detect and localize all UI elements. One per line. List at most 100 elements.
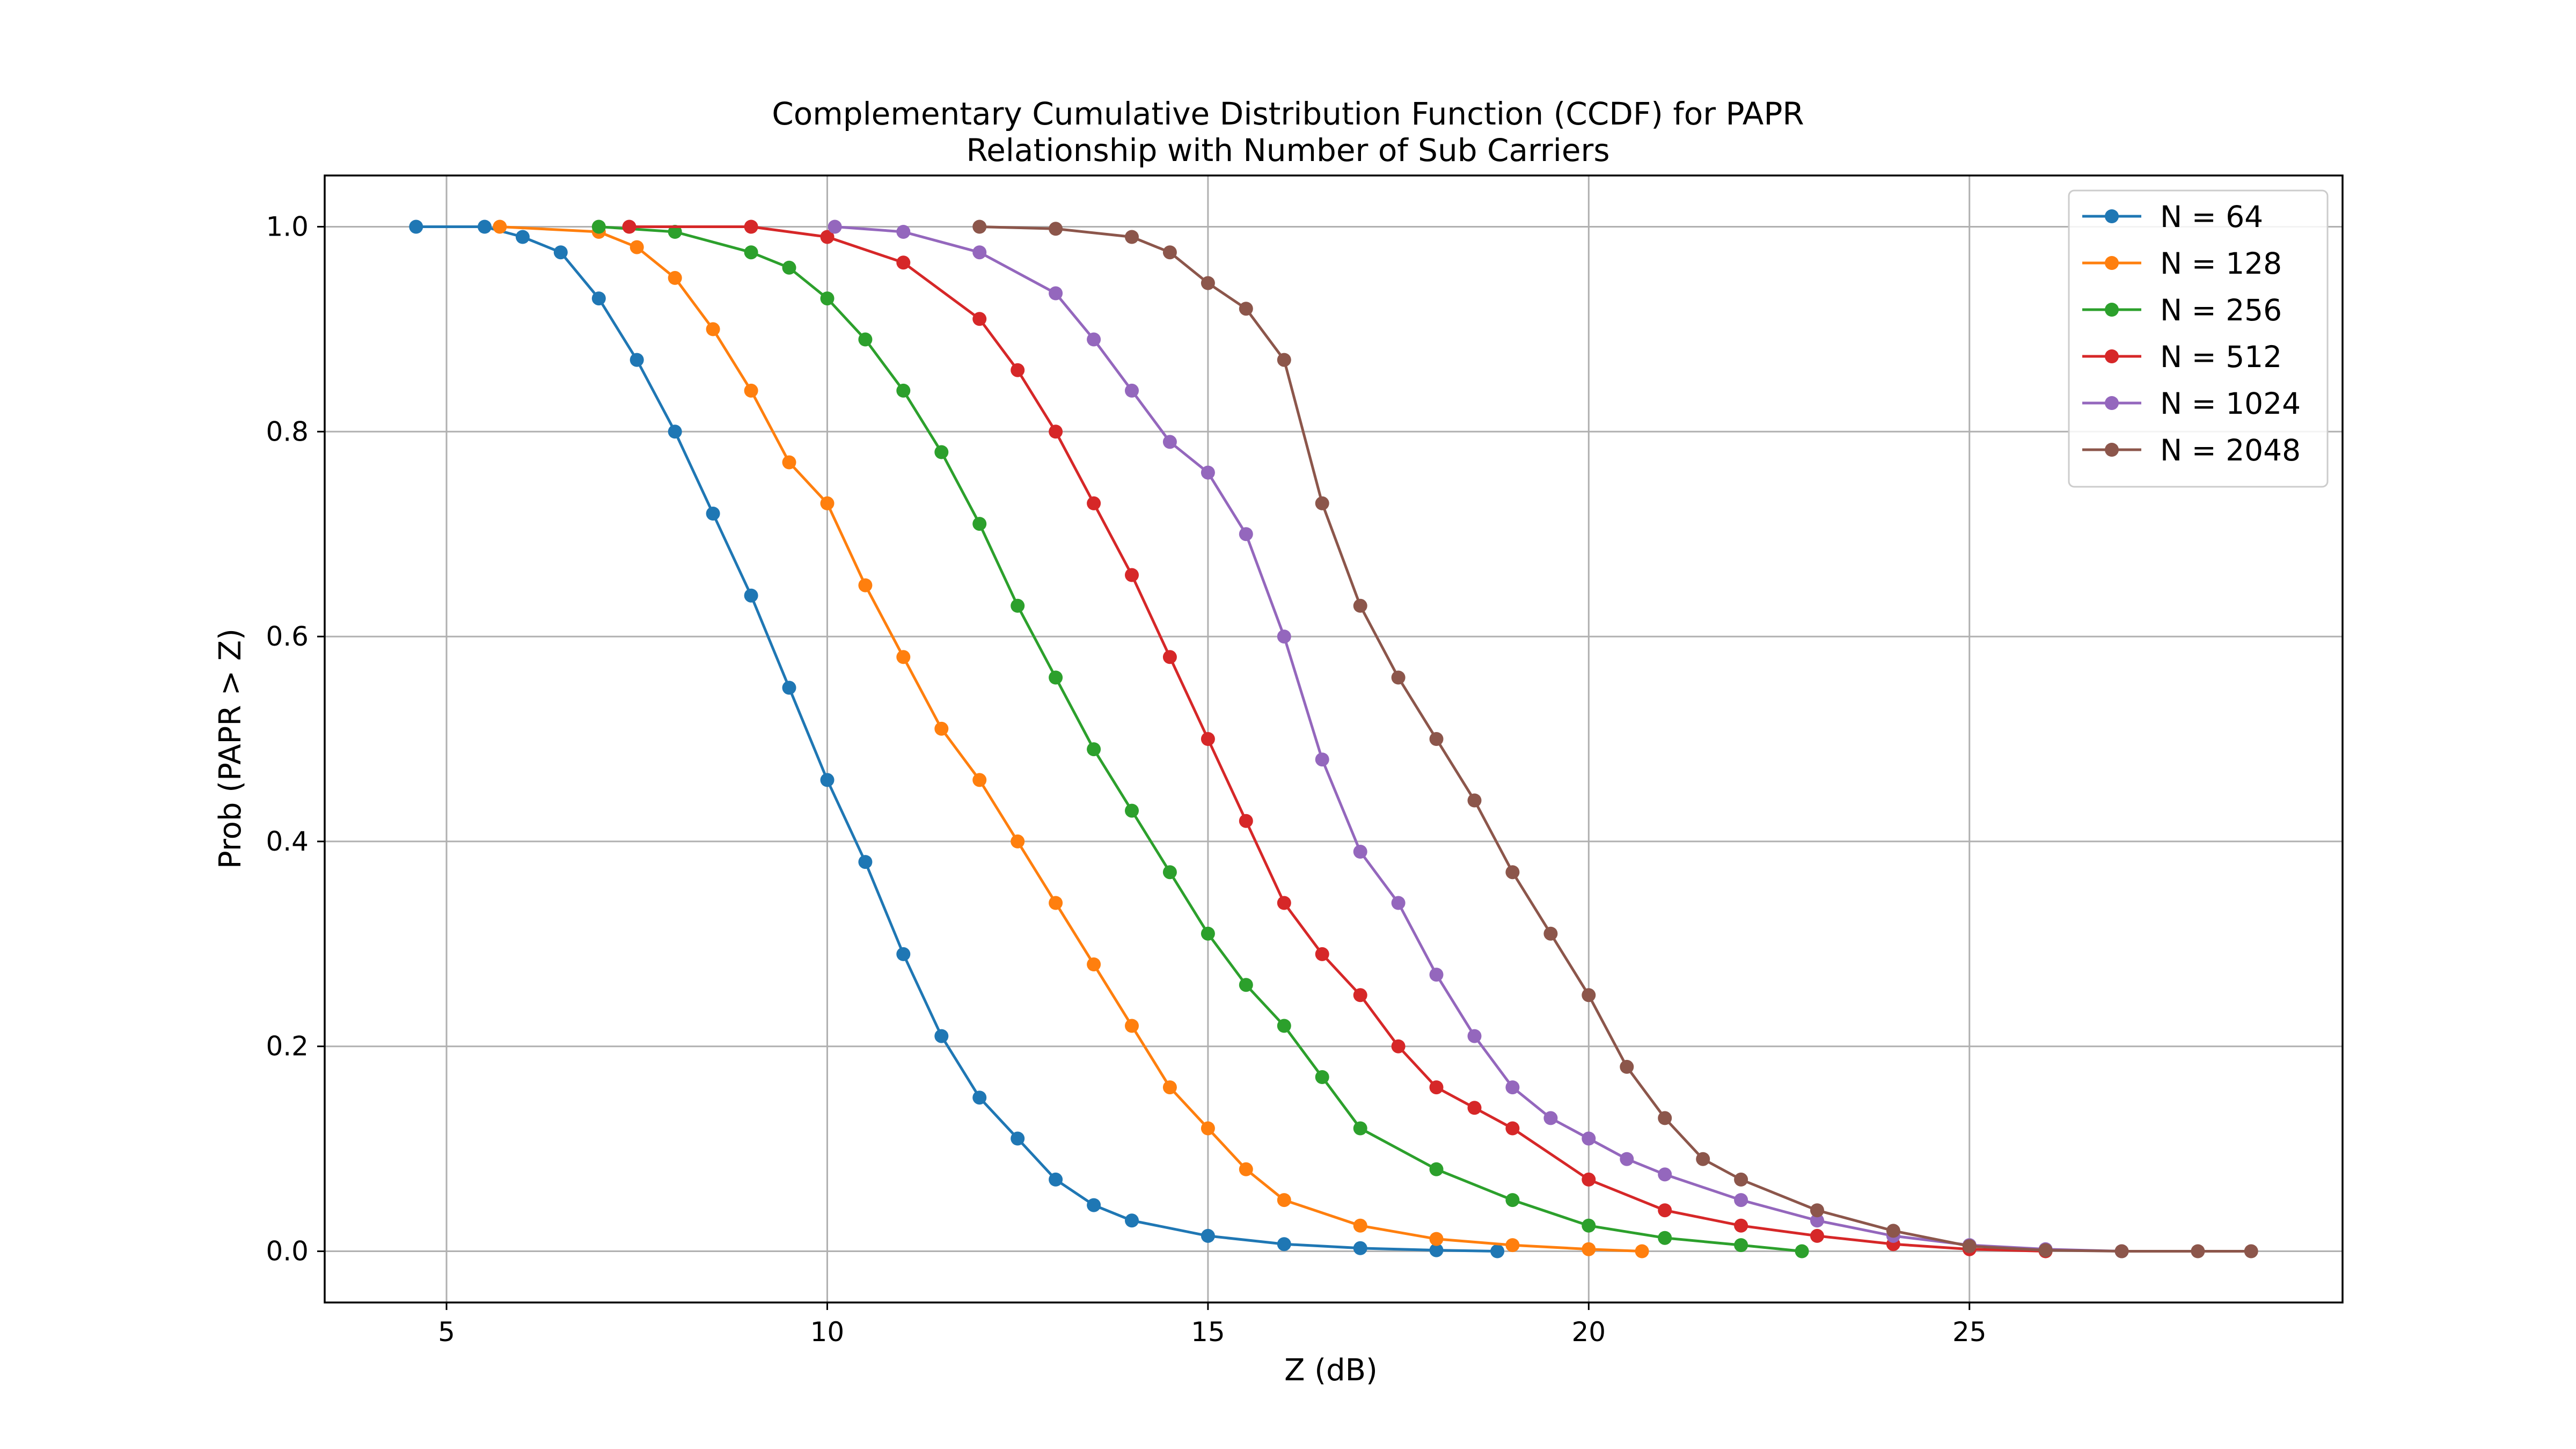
data-point (1429, 1232, 1444, 1246)
data-point (744, 588, 758, 603)
data-point (1696, 1152, 1710, 1166)
data-point (782, 260, 796, 275)
data-point (1277, 1237, 1291, 1252)
data-point (782, 455, 796, 470)
data-point (972, 773, 987, 787)
data-point (478, 219, 492, 234)
data-point (1353, 1121, 1367, 1136)
data-point (1049, 1172, 1063, 1187)
data-point (1886, 1224, 1900, 1238)
data-point (706, 507, 720, 521)
chart-title: Complementary Cumulative Distribution Fu… (772, 96, 1804, 132)
data-point (1490, 1244, 1505, 1258)
legend-item: N = 1024 (2082, 386, 2301, 421)
data-point (1239, 527, 1253, 541)
data-point (972, 312, 987, 326)
data-point (1582, 1242, 1596, 1256)
data-point (1277, 630, 1291, 644)
data-point (1467, 1101, 1482, 1115)
data-point (1391, 896, 1406, 910)
data-point (1810, 1228, 1824, 1243)
data-point (1239, 1162, 1253, 1176)
data-point (1582, 1131, 1596, 1146)
data-point (1201, 465, 1215, 480)
series-1 (409, 219, 1505, 1258)
legend-box (2068, 189, 2329, 488)
data-point (1315, 496, 1329, 510)
series-line (416, 225, 1498, 1253)
data-point (1162, 245, 1177, 260)
data-point (1582, 1172, 1596, 1187)
series-2 (493, 219, 1649, 1258)
data-point (1353, 598, 1367, 613)
data-point (896, 947, 911, 961)
x-tick-label: 10 (810, 1316, 845, 1348)
legend-marker (2105, 303, 2119, 317)
data-point (1429, 732, 1444, 746)
legend: N = 64 N = 128 N = 256 N = 512 N = 1024 N = 2… (2068, 189, 2329, 488)
data-point (1810, 1203, 1824, 1218)
data-point (1353, 988, 1367, 1002)
data-point (1125, 803, 1139, 818)
data-point (2114, 1244, 2129, 1258)
data-point (668, 270, 682, 285)
data-point (1087, 1198, 1101, 1212)
data-point (1239, 978, 1253, 992)
data-point (1505, 865, 1520, 880)
data-point (744, 383, 758, 398)
axis-ticks: 5 10 15 20 25 0.0 0.2 0.4 0.6 0.8 1.0 (266, 211, 1986, 1348)
data-point (1429, 1080, 1444, 1095)
data-point (591, 291, 606, 306)
y-tick-label: 0.2 (266, 1031, 309, 1062)
series-line (835, 225, 2122, 1253)
plot-frame (324, 174, 2344, 1304)
data-point (1658, 1231, 1672, 1245)
y-tick-label: 0.0 (266, 1236, 309, 1267)
data-point (1734, 1193, 1748, 1208)
data-point (1810, 1213, 1824, 1228)
data-point (934, 1029, 949, 1043)
data-point (896, 383, 911, 398)
data-point (972, 245, 987, 260)
data-point (1467, 1029, 1482, 1043)
data-point (1353, 1241, 1367, 1255)
legend-label: N = 128 (2160, 246, 2282, 281)
data-point (668, 425, 682, 439)
legend-item: N = 64 (2082, 200, 2263, 234)
data-point (1962, 1239, 1977, 1253)
data-point (1162, 1080, 1177, 1095)
data-point (1620, 1152, 1634, 1166)
data-point (1087, 332, 1101, 347)
data-point (896, 225, 911, 239)
data-point (744, 219, 758, 234)
legend-item: N = 512 (2082, 340, 2282, 374)
data-point (630, 353, 644, 367)
data-point (934, 721, 949, 736)
series-group (409, 219, 2258, 1258)
data-point (1049, 425, 1063, 439)
data-point (820, 773, 835, 787)
data-point (493, 219, 507, 234)
series-3 (591, 219, 1809, 1258)
data-point (1582, 1218, 1596, 1233)
data-point (1011, 363, 1025, 377)
data-point (1315, 1070, 1329, 1084)
data-point (1239, 302, 1253, 316)
data-point (622, 219, 636, 234)
data-point (1795, 1244, 1809, 1258)
legend-marker (2105, 443, 2119, 457)
data-point (1125, 568, 1139, 582)
data-point (972, 1091, 987, 1105)
data-point (1011, 598, 1025, 613)
data-point (1162, 435, 1177, 449)
data-point (934, 445, 949, 459)
data-point (1353, 1218, 1367, 1233)
chart-subtitle: Relationship with Number of Sub Carriers (966, 132, 1609, 169)
legend-marker (2105, 209, 2119, 223)
data-point (1467, 793, 1482, 808)
data-point (1620, 1059, 1634, 1074)
data-point (1049, 222, 1063, 236)
y-tick-label: 0.8 (266, 416, 309, 447)
data-point (1429, 1243, 1444, 1257)
legend-label: N = 256 (2160, 293, 2282, 327)
